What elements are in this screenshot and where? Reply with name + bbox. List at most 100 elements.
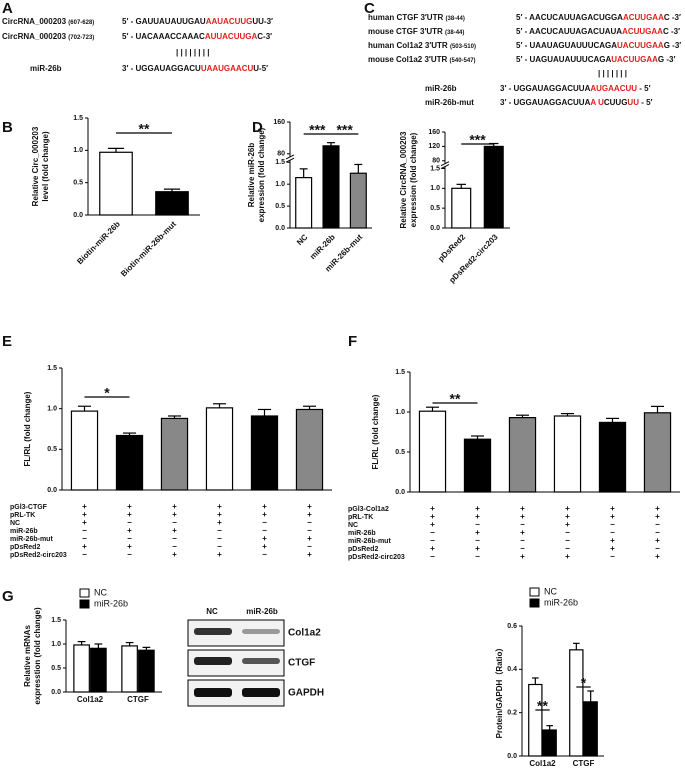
x-tick-label: Col1a2 xyxy=(77,695,104,704)
condition-sign: − xyxy=(610,552,615,561)
sequence: | | | | | | | | xyxy=(176,48,209,57)
y-tick-label: 0.5 xyxy=(47,446,57,453)
band xyxy=(242,658,280,664)
condition-sign: − xyxy=(172,542,177,551)
significance-label: ** xyxy=(139,121,150,137)
y-tick-label: 1.0 xyxy=(395,409,405,416)
condition-sign: − xyxy=(520,544,525,553)
condition-label: pRL-TK xyxy=(348,514,373,521)
label-text: CircRNA_000203 xyxy=(2,32,67,41)
condition-sign: + xyxy=(520,504,525,513)
condition-sign: + xyxy=(172,510,177,519)
range: (38-44) xyxy=(445,16,464,22)
range: (503-510) xyxy=(450,44,476,50)
y-axis-label: FL/RL (fold change) xyxy=(23,391,32,466)
y-axis-label: Relative miR-26b xyxy=(247,143,256,208)
bar xyxy=(155,191,189,216)
condition-sign: + xyxy=(655,512,660,521)
legend-swatch xyxy=(79,599,90,609)
condition-sign: + xyxy=(307,534,312,543)
condition-sign: + xyxy=(262,534,267,543)
condition-sign: − xyxy=(655,520,660,529)
condition-sign: + xyxy=(610,512,615,521)
condition-sign: + xyxy=(82,510,87,519)
sequence-part: - 5′ xyxy=(637,84,651,93)
bar xyxy=(322,145,340,229)
sequence-part: CUUG xyxy=(604,98,628,107)
sequence: 3′ - UGGAUAGGACUUAA UCUUGUU - 5′ xyxy=(500,98,653,107)
condition-sign: − xyxy=(172,518,177,527)
condition-sign: + xyxy=(655,536,660,545)
sequence-label: mouse Col1a2 3′UTR (540-547) xyxy=(368,55,476,64)
y-tick-label: 1.5 xyxy=(47,365,57,372)
x-tick-label: Biotin-miR-26b-mut xyxy=(119,219,178,278)
condition-sign: + xyxy=(172,526,177,535)
y-tick-label: 1.0 xyxy=(47,406,57,413)
significance-label: * xyxy=(104,385,110,401)
condition-label: miR-26b-mut xyxy=(10,536,53,543)
bar xyxy=(295,177,313,229)
y-tick-label: 0.0 xyxy=(507,753,517,760)
range: (607-628) xyxy=(68,20,94,26)
condition-sign: + xyxy=(610,544,615,553)
x-tick-label: NC xyxy=(295,232,310,247)
label-text: human Col1a2 3′UTR xyxy=(368,41,448,50)
condition-sign: − xyxy=(565,528,570,537)
condition-sign: + xyxy=(307,502,312,511)
condition-sign: − xyxy=(610,520,615,529)
condition-sign: + xyxy=(217,510,222,519)
condition-sign: − xyxy=(655,544,660,553)
y-axis-label: Protein/GAPDH（Ratio） xyxy=(494,644,504,739)
condition-label: pRL-TK xyxy=(10,512,35,519)
y-tick-label: 0.0 xyxy=(395,489,405,496)
sequence: 5′ - GAUUAUAUUGAUAAUACUUGUU-3′ xyxy=(122,17,273,26)
sequence: 5′ - AACUCAUUAGACUAUAACUUGAAC -3′ xyxy=(516,27,680,36)
sequence-label: human CTGF 3′UTR (38-44) xyxy=(368,13,465,22)
y-tick-label: 1.0 xyxy=(73,147,83,154)
condition-sign: − xyxy=(520,536,525,545)
condition-sign: − xyxy=(520,520,525,529)
bar xyxy=(569,649,584,757)
condition-sign: + xyxy=(520,528,525,537)
sequence: 3′ - UGGAUAGGACUUAAUGAACUU - 5′ xyxy=(500,84,651,93)
panel-letter: E xyxy=(2,333,12,350)
condition-sign: + xyxy=(610,536,615,545)
bar xyxy=(349,172,367,229)
bar xyxy=(250,415,279,491)
bar xyxy=(138,649,155,693)
bar xyxy=(553,415,582,493)
significance-label: *** xyxy=(336,122,353,138)
band-label: GAPDH xyxy=(288,688,324,699)
band-label: CTGF xyxy=(288,658,315,669)
condition-sign: + xyxy=(82,502,87,511)
sequence-part: | | | | | | | xyxy=(598,69,627,78)
y-axis-label: Relative mRNAs xyxy=(23,625,32,687)
condition-sign: + xyxy=(217,550,222,559)
significance-label: * xyxy=(581,675,587,691)
condition-sign: − xyxy=(127,518,132,527)
condition-sign: + xyxy=(172,502,177,511)
condition-sign: − xyxy=(475,520,480,529)
sequence: 5′ - UAGUAUAUUUCAGAUACUUGAAG -3′ xyxy=(516,55,675,64)
bar xyxy=(463,438,492,493)
condition-label: pDsRed2 xyxy=(10,544,40,551)
sequence: 5′ - UACAAACCAAACAUUACUUGAC-3′ xyxy=(122,32,272,41)
range: (38-44) xyxy=(445,30,464,36)
sequence-part: AUUACUUGA xyxy=(205,32,258,41)
axis-break xyxy=(285,157,295,163)
band xyxy=(242,629,280,634)
label-text: CircRNA_000203 xyxy=(2,17,67,26)
condition-sign: + xyxy=(430,520,435,529)
condition-label: pDsRed2 xyxy=(348,546,378,553)
condition-sign: − xyxy=(262,518,267,527)
x-tick-label: CTGF xyxy=(127,695,149,704)
condition-sign: + xyxy=(307,550,312,559)
condition-sign: + xyxy=(520,512,525,521)
x-tick-label: Col1a2 xyxy=(529,759,556,768)
band xyxy=(194,628,232,635)
y-axis-label: FL/RL (fold change) xyxy=(371,394,380,469)
condition-label: NC xyxy=(348,522,358,529)
y-tick-label: 120 xyxy=(428,143,440,150)
sequence-part: 5′ - AACUCAUUAGACUGGA xyxy=(516,13,623,22)
